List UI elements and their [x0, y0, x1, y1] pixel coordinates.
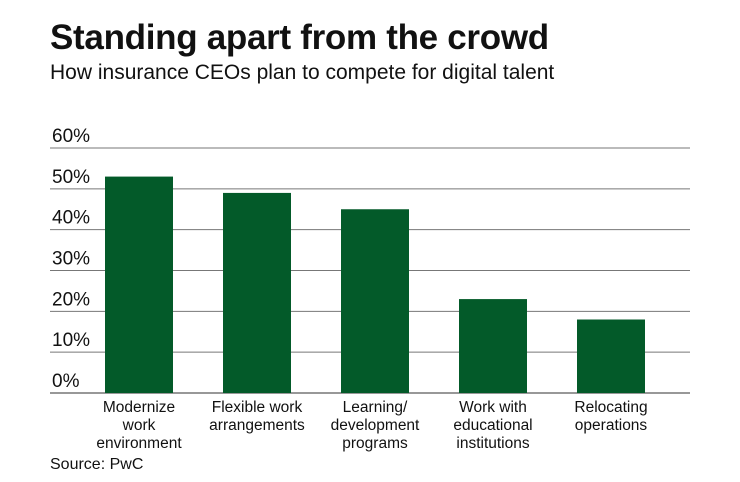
x-category-label: Work with educational institutions [453, 399, 532, 452]
y-tick-label: 60% [52, 126, 90, 147]
chart-subtitle: How insurance CEOs plan to compete for d… [50, 61, 555, 84]
bar [223, 192, 291, 393]
source-note: Source: PwC [50, 456, 144, 473]
y-tick-label: 10% [52, 330, 90, 351]
y-tick-label: 40% [52, 208, 90, 229]
x-category-label: Relocating operations [574, 399, 647, 434]
y-tick-label: 20% [52, 289, 90, 310]
y-tick-label: 50% [52, 167, 90, 188]
bar [577, 319, 645, 393]
y-tick-label: 0% [52, 371, 80, 392]
bar [105, 176, 173, 393]
bar [459, 299, 527, 393]
x-category-label: Modernize work environment [96, 399, 182, 452]
x-category-label: Learning/development programs [331, 399, 420, 452]
bar [341, 209, 409, 393]
y-tick-label: 30% [52, 249, 90, 270]
x-category-label: Flexible work arrangements [209, 399, 305, 434]
chart-title: Standing apart from the crowd [50, 18, 549, 57]
